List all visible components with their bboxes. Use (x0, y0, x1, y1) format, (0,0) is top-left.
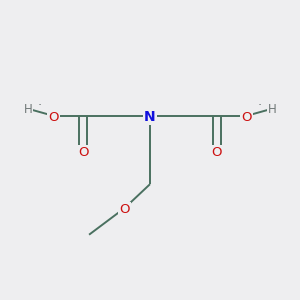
Text: O: O (119, 203, 130, 216)
Text: O: O (241, 111, 252, 124)
Text: O: O (78, 146, 88, 160)
Text: O: O (212, 146, 222, 160)
Text: ·: · (38, 100, 42, 112)
Text: ·: · (258, 100, 262, 112)
Text: H: H (268, 103, 276, 116)
Text: O: O (48, 111, 59, 124)
Text: N: N (144, 110, 156, 124)
Text: H: H (24, 103, 32, 116)
